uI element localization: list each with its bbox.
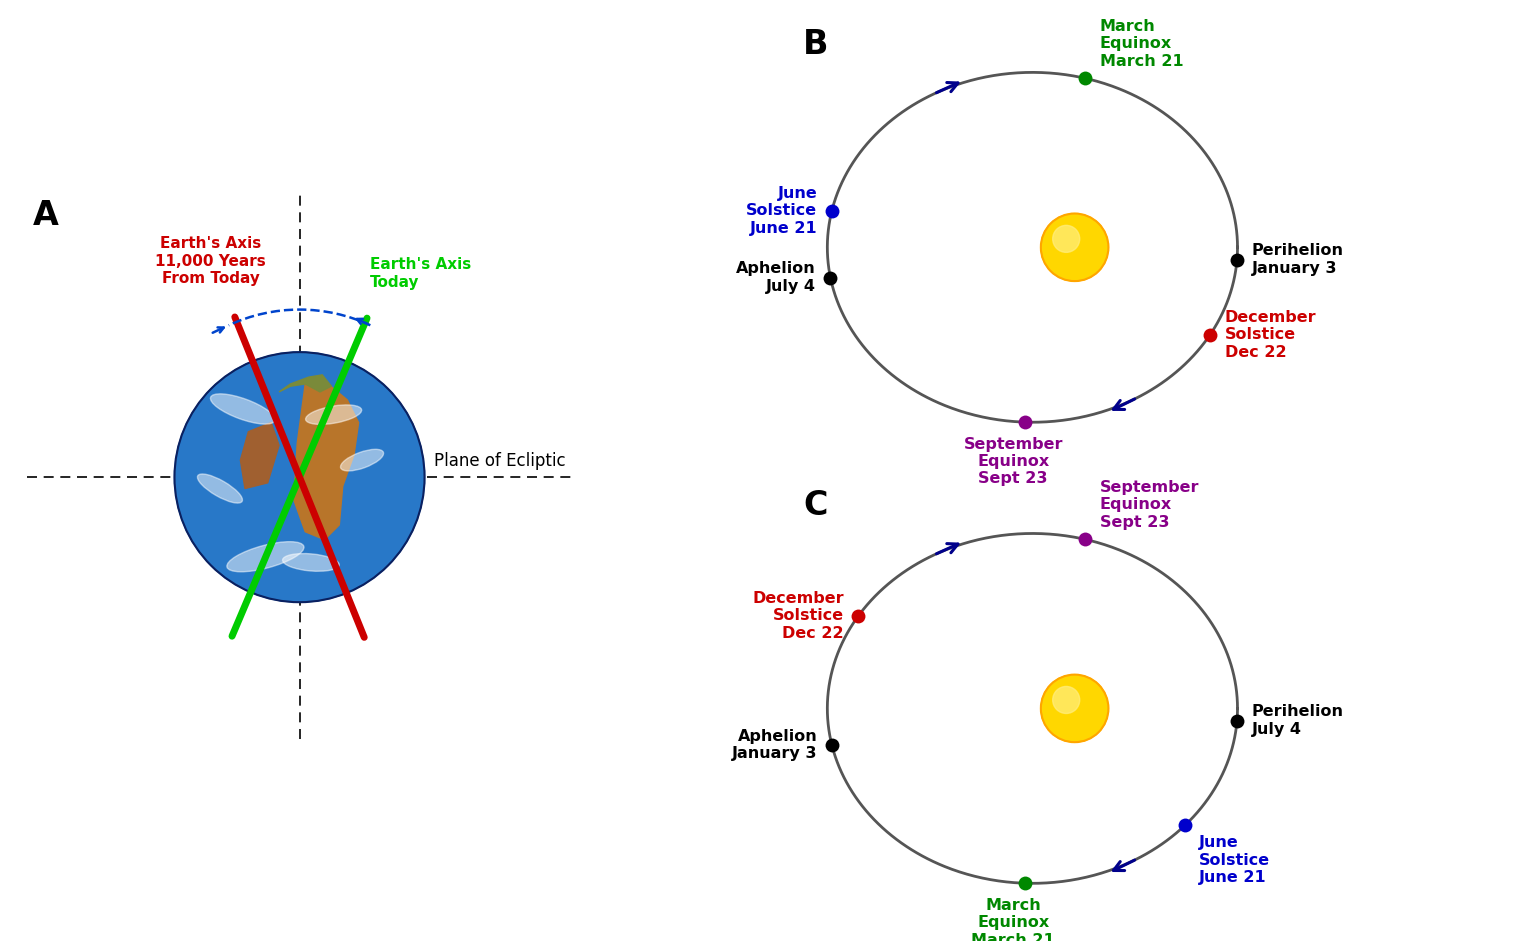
Text: September
Equinox
Sept 23: September Equinox Sept 23 bbox=[1100, 480, 1200, 530]
Circle shape bbox=[175, 352, 424, 602]
Text: Plane of Ecliptic: Plane of Ecliptic bbox=[433, 453, 565, 470]
Ellipse shape bbox=[283, 553, 339, 571]
Text: Earth's Axis
Today: Earth's Axis Today bbox=[370, 257, 472, 290]
Polygon shape bbox=[241, 423, 280, 488]
Text: March
Equinox
March 21: March Equinox March 21 bbox=[971, 898, 1055, 941]
Point bbox=[1074, 532, 1098, 547]
Text: Earth's Axis
11,000 Years
From Today: Earth's Axis 11,000 Years From Today bbox=[155, 236, 266, 286]
Ellipse shape bbox=[306, 405, 361, 424]
Point bbox=[820, 203, 845, 218]
Point bbox=[819, 270, 843, 285]
Point bbox=[1012, 876, 1037, 891]
Text: March
Equinox
March 21: March Equinox March 21 bbox=[1100, 19, 1184, 69]
Point bbox=[820, 737, 845, 752]
Text: June
Solstice
June 21: June Solstice June 21 bbox=[1200, 835, 1270, 885]
Ellipse shape bbox=[198, 474, 243, 503]
Point bbox=[1074, 71, 1098, 86]
Circle shape bbox=[1052, 686, 1080, 713]
Circle shape bbox=[1041, 675, 1109, 742]
Text: A: A bbox=[32, 199, 58, 231]
Text: Perihelion
July 4: Perihelion July 4 bbox=[1252, 705, 1344, 737]
Polygon shape bbox=[293, 384, 358, 540]
Point bbox=[1172, 818, 1197, 833]
Point bbox=[846, 608, 871, 623]
Ellipse shape bbox=[210, 394, 275, 424]
Text: December
Solstice
Dec 22: December Solstice Dec 22 bbox=[753, 591, 843, 641]
Text: Perihelion
January 3: Perihelion January 3 bbox=[1252, 244, 1344, 276]
Point bbox=[1198, 327, 1223, 343]
Ellipse shape bbox=[227, 542, 304, 572]
Text: C: C bbox=[803, 489, 828, 522]
Point bbox=[1012, 415, 1037, 430]
Text: Aphelion
January 3: Aphelion January 3 bbox=[731, 728, 817, 761]
Text: June
Solstice
June 21: June Solstice June 21 bbox=[746, 186, 817, 236]
Text: December
Solstice
Dec 22: December Solstice Dec 22 bbox=[1224, 310, 1316, 359]
Text: September
Equinox
Sept 23: September Equinox Sept 23 bbox=[963, 437, 1063, 486]
Circle shape bbox=[1052, 225, 1080, 252]
Point bbox=[1224, 713, 1249, 728]
Point bbox=[1224, 252, 1249, 267]
Polygon shape bbox=[280, 375, 332, 391]
Text: B: B bbox=[803, 28, 829, 61]
Circle shape bbox=[1041, 214, 1109, 281]
Ellipse shape bbox=[341, 449, 384, 470]
Text: Aphelion
July 4: Aphelion July 4 bbox=[736, 262, 816, 294]
